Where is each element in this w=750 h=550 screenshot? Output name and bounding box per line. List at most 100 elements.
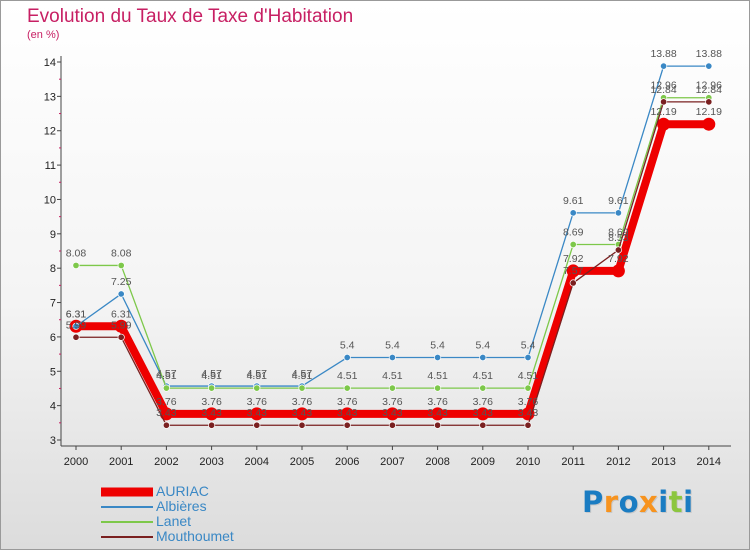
data-point bbox=[250, 407, 264, 421]
data-label: 4.57 bbox=[201, 368, 222, 380]
data-point bbox=[479, 421, 487, 429]
data-label: 4.51 bbox=[427, 370, 448, 382]
proxiti-logo: Proxiti bbox=[582, 485, 694, 519]
y-tick-label: 10 bbox=[44, 194, 56, 206]
data-point bbox=[702, 117, 716, 131]
data-point bbox=[162, 421, 170, 429]
series-mouthoumet bbox=[72, 98, 713, 429]
data-point bbox=[253, 384, 261, 392]
data-point bbox=[660, 62, 668, 70]
logo-letter: r bbox=[603, 485, 619, 519]
data-label: 4.51 bbox=[518, 370, 539, 382]
data-point bbox=[479, 353, 487, 362]
data-point bbox=[660, 98, 668, 106]
data-label: 4.57 bbox=[247, 368, 268, 380]
data-point bbox=[162, 384, 170, 392]
data-point bbox=[72, 322, 80, 330]
data-label: 5.99 bbox=[66, 319, 87, 331]
data-label: 3.76 bbox=[201, 396, 222, 408]
logo-letter: i bbox=[658, 485, 669, 519]
x-tick-label: 2001 bbox=[109, 456, 133, 468]
data-label: 3.43 bbox=[292, 407, 313, 419]
x-tick-label: 2007 bbox=[380, 456, 404, 468]
data-label: 12.19 bbox=[696, 106, 722, 118]
data-label: 3.76 bbox=[247, 396, 268, 408]
data-label: 3.76 bbox=[473, 396, 494, 408]
x-tick-label: 2000 bbox=[64, 456, 88, 468]
data-point bbox=[208, 384, 216, 392]
y-tick-label: 13 bbox=[44, 91, 56, 103]
y-tick-label: 4 bbox=[50, 401, 56, 413]
data-label: 4.57 bbox=[292, 368, 313, 380]
unit-label: (en %) bbox=[27, 29, 60, 41]
legend: AURIAC Albières Lanet Mouthoumet bbox=[101, 484, 301, 544]
logo-letter: i bbox=[683, 485, 694, 519]
x-tick-label: 2006 bbox=[335, 456, 359, 468]
y-tick-label: 8 bbox=[50, 263, 56, 275]
data-point bbox=[295, 407, 309, 421]
data-point bbox=[479, 384, 487, 392]
legend-item-albieres[interactable]: Albières bbox=[101, 499, 301, 514]
x-tick-label: 2003 bbox=[199, 456, 223, 468]
series-auriac bbox=[69, 117, 716, 421]
legend-label: Albières bbox=[156, 498, 207, 514]
data-point bbox=[566, 264, 580, 278]
data-label: 4.51 bbox=[292, 370, 313, 382]
y-tick-label: 11 bbox=[45, 160, 56, 172]
legend-item-mouthoumet[interactable]: Mouthoumet bbox=[101, 529, 301, 544]
data-point bbox=[611, 264, 625, 278]
data-label: 3.43 bbox=[473, 407, 494, 419]
legend-swatch bbox=[101, 535, 153, 538]
data-label: 8.69 bbox=[608, 226, 629, 238]
data-point bbox=[434, 353, 442, 362]
data-label: 3.76 bbox=[337, 396, 358, 408]
data-point bbox=[343, 353, 351, 362]
data-point bbox=[431, 407, 445, 421]
x-tick-label: 2013 bbox=[651, 456, 675, 468]
data-point bbox=[343, 384, 351, 392]
data-point bbox=[524, 353, 532, 362]
data-point bbox=[114, 319, 128, 333]
data-point bbox=[569, 209, 577, 217]
data-point bbox=[343, 421, 351, 429]
data-point bbox=[569, 240, 577, 249]
data-label: 4.51 bbox=[156, 370, 177, 382]
x-tick-label: 2008 bbox=[425, 456, 449, 468]
data-label: 3.76 bbox=[292, 396, 313, 408]
data-label: 3.43 bbox=[518, 407, 539, 419]
data-point bbox=[476, 407, 490, 421]
data-point bbox=[385, 407, 399, 421]
data-label: 5.4 bbox=[340, 340, 355, 352]
legend-item-auriac[interactable]: AURIAC bbox=[101, 484, 301, 499]
data-label: 6.31 bbox=[66, 308, 87, 320]
data-point bbox=[72, 261, 80, 269]
data-point bbox=[705, 98, 713, 106]
data-label: 3.43 bbox=[382, 407, 403, 419]
data-label: 7.25 bbox=[111, 276, 132, 288]
data-label: 5.4 bbox=[521, 340, 536, 352]
data-label: 6.31 bbox=[66, 308, 87, 320]
legend-swatch bbox=[101, 520, 153, 523]
legend-item-lanet[interactable]: Lanet bbox=[101, 514, 301, 529]
data-point bbox=[298, 384, 306, 392]
x-tick-label: 2004 bbox=[245, 456, 269, 468]
data-label: 12.96 bbox=[696, 80, 722, 92]
y-tick-label: 5 bbox=[50, 366, 56, 378]
data-label: 5.4 bbox=[430, 340, 445, 352]
data-label: 4.51 bbox=[473, 370, 494, 382]
data-label: 7.57 bbox=[563, 265, 584, 277]
data-point bbox=[159, 407, 173, 421]
data-label: 4.51 bbox=[337, 370, 358, 382]
data-label: 6.31 bbox=[111, 308, 132, 320]
x-tick-label: 2009 bbox=[471, 456, 495, 468]
data-label: 3.43 bbox=[201, 407, 222, 419]
y-tick-label: 9 bbox=[50, 229, 56, 241]
data-point bbox=[705, 62, 713, 70]
data-point bbox=[524, 421, 532, 429]
data-label: 5.4 bbox=[385, 340, 400, 352]
data-label: 12.96 bbox=[650, 80, 676, 92]
data-label: 8.08 bbox=[111, 247, 132, 259]
x-tick-label: 2002 bbox=[154, 456, 178, 468]
